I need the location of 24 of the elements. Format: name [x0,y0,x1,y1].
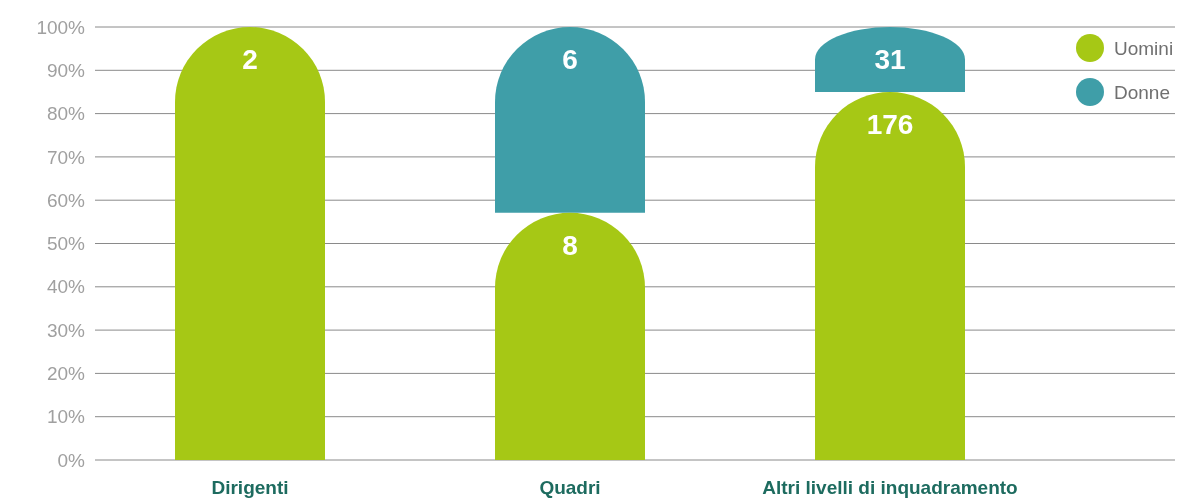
y-tick-label: 70% [46,146,86,168]
annotation: 8 [562,229,578,261]
y-tick-label: 80% [46,103,86,125]
legend-label: Donne [1114,81,1170,103]
y-tick-label: 0% [57,449,86,471]
y-tick-label: 40% [46,276,86,298]
legend-label: Uomini [1114,37,1174,59]
annotation: 6 [562,44,578,75]
annotation: 176 [866,108,914,140]
y-tick-label: 50% [46,233,86,255]
annotation: 2 [242,44,258,75]
y-tick-label: 90% [46,59,86,81]
bar [495,212,645,460]
y-tick-label: 10% [46,406,86,428]
y-tick-label: 30% [46,319,86,341]
y-tick-label: 60% [46,189,86,211]
bar [815,92,965,460]
bar [175,27,325,460]
y-tick-label: 20% [46,363,86,385]
annotation: 31 [874,44,906,75]
x-tick-label: Dirigenti [211,477,289,498]
x-tick-label: Altri livelli di inquadramento [762,477,1018,498]
y-tick-label: 100% [36,16,86,38]
x-tick-label: Quadri [539,477,601,498]
